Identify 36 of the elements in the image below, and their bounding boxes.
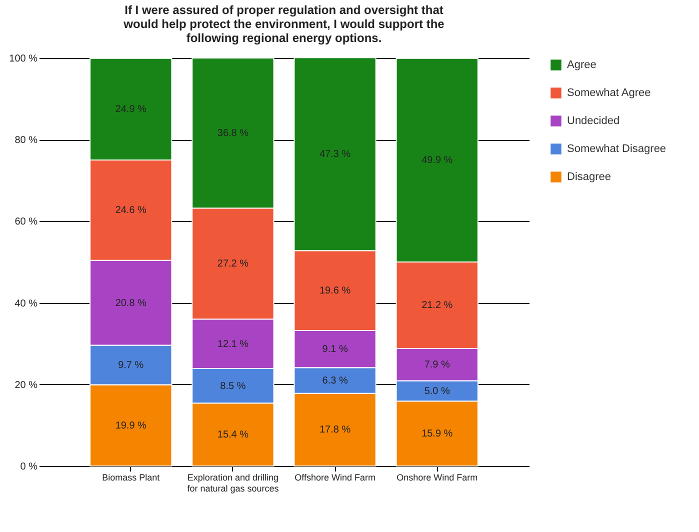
y-tick-label: 60 % xyxy=(14,216,38,228)
legend-label: Somewhat Agree xyxy=(567,87,651,99)
y-tick-label: 100 % xyxy=(9,54,38,64)
data-label: 24.9 % xyxy=(115,104,147,116)
legend-label: Disagree xyxy=(567,171,612,183)
data-label: 19.9 % xyxy=(115,420,147,432)
data-label: 49.9 % xyxy=(422,155,453,166)
x-tick-label: Offshore Wind Farm xyxy=(294,472,376,482)
chart-title: If I were assured of proper regulation and oversight that would help protect the environment, I would support the following regional energy options. xyxy=(122,3,445,45)
legend-label: Agree xyxy=(567,59,596,71)
data-label: 19.6 % xyxy=(319,286,351,297)
data-label: 24.6 % xyxy=(115,205,147,216)
data-label: 27.2 % xyxy=(217,258,249,270)
data-label: 9.1 % xyxy=(322,344,348,356)
data-label: 5.0 % xyxy=(424,386,450,397)
data-label: 9.7 % xyxy=(118,360,144,372)
data-label: 21.2 % xyxy=(422,300,453,312)
x-tick-label: Exploration and drilling for natural gas sources xyxy=(187,472,280,494)
data-label: 47.3 % xyxy=(319,149,351,160)
data-label: 7.9 % xyxy=(424,360,450,371)
legend-label: Somewhat Disagree xyxy=(567,143,666,155)
y-tick-label: 20 % xyxy=(14,380,38,391)
data-label: 8.5 % xyxy=(220,380,246,392)
y-tick-label: 80 % xyxy=(14,135,38,146)
x-tick-label: Onshore Wind Farm xyxy=(396,472,478,482)
data-label: 12.1 % xyxy=(217,338,249,350)
data-label: 15.4 % xyxy=(217,430,249,441)
y-tick-label: 40 % xyxy=(14,298,38,310)
data-label: 17.8 % xyxy=(319,424,351,436)
x-tick-label: Biomass Plant xyxy=(102,472,160,482)
data-label: 36.8 % xyxy=(217,128,249,140)
legend-label: Undecided xyxy=(567,115,620,127)
data-label: 20.8 % xyxy=(115,298,147,309)
data-label: 6.3 % xyxy=(322,376,348,387)
y-tick-label: 0 % xyxy=(20,462,38,472)
data-label: 15.9 % xyxy=(422,428,453,440)
